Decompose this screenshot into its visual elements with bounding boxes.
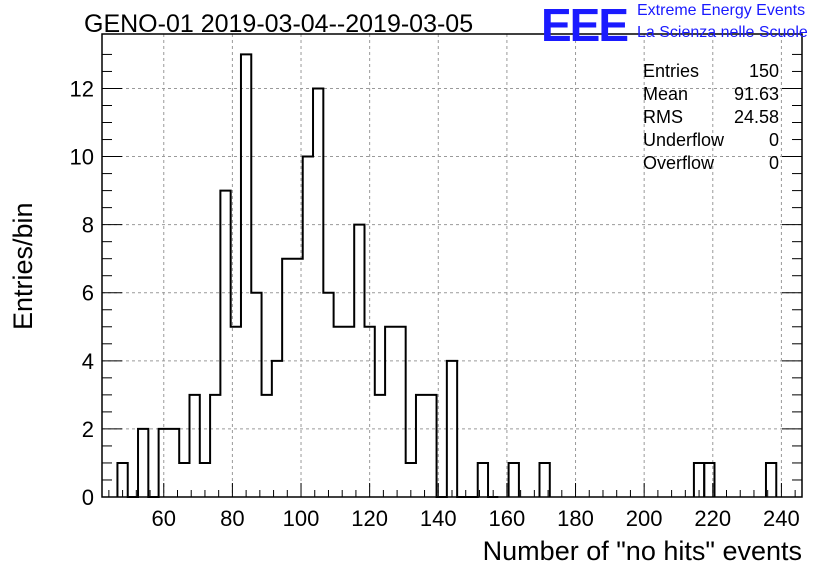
histogram-bin [395,327,405,497]
histogram-bin [262,395,272,497]
stats-value: 24.58 [734,107,779,127]
histogram-bin [323,293,333,497]
histogram-bin [416,395,426,497]
y-tick-label: 12 [70,76,94,101]
histogram-bin [179,463,189,497]
chart-title: GENO-01 2019-03-04--2019-03-05 [84,10,474,38]
y-tick-label: 6 [82,281,94,306]
x-tick-label: 140 [420,506,457,531]
histogram-bin [210,395,220,497]
y-axis-label: Entries/bin [8,202,38,330]
eee-logo: EEE [541,0,629,51]
histogram-isolated-bin [507,461,520,497]
stats-label: RMS [643,107,683,127]
stats-value: 91.63 [734,84,779,104]
histogram-bin [241,54,251,497]
x-tick-label: 180 [557,506,594,531]
x-tick-label: 120 [351,506,388,531]
y-tick-label: 10 [70,145,94,170]
histogram-bin [303,157,313,497]
histogram-bin [385,327,395,497]
histogram-bin [375,395,385,497]
x-tick-label: 160 [489,506,526,531]
stats-value: 0 [769,130,779,150]
x-tick-label: 200 [626,506,663,531]
stats-label: Mean [643,84,688,104]
logo-line-1: Extreme Energy Events [637,2,806,19]
y-tick-label: 4 [82,349,94,374]
histogram-isolated-bin [703,461,716,497]
histogram-bin [138,429,148,497]
stats-label: Underflow [643,130,725,150]
histogram-bin [509,463,519,497]
y-tick-label: 0 [82,485,94,510]
stats-value: 150 [749,61,779,81]
histogram-series [116,53,499,498]
histogram-bin [190,395,200,497]
y-tick-label: 2 [82,417,94,442]
x-tick-label: 100 [283,506,320,531]
x-tick-label: 60 [152,506,176,531]
stats-label: Overflow [643,153,715,173]
stats-value: 0 [769,153,779,173]
logo-line-2: La Scienza nelle Scuole [637,24,808,41]
plot-frame [101,33,803,498]
x-axis-label: Number of "no hits" events [482,536,802,566]
histogram-bin [344,327,354,497]
histogram-bin [282,259,292,497]
histogram-bin [334,327,344,497]
histogram-isolated-bin [764,461,778,497]
y-tick-label: 8 [82,213,94,238]
x-tick-label: 240 [763,506,800,531]
stats-label: Entries [643,61,699,81]
histogram-bin [220,191,230,497]
histogram-bin [426,395,436,497]
histogram-bin [251,293,261,497]
histogram-isolated-bin [538,461,551,497]
x-tick-label: 220 [694,506,731,531]
x-tick-label: 80 [220,506,244,531]
histogram-bin [169,429,179,497]
